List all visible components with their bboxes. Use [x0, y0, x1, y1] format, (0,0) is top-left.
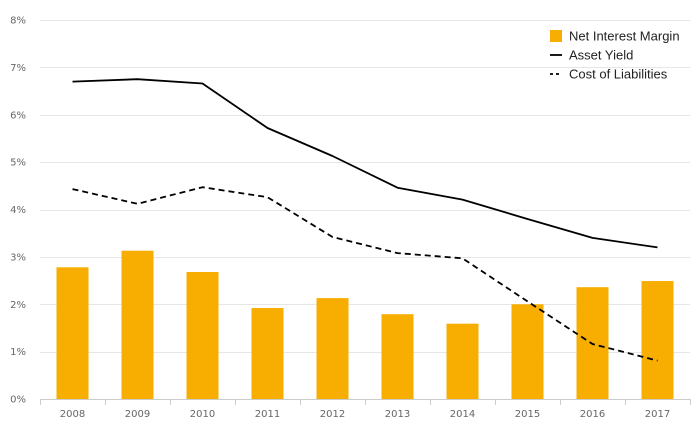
bar	[511, 304, 544, 399]
x-tick-label: 2009	[125, 409, 150, 420]
x-tick-label: 2017	[645, 409, 670, 420]
x-tick-label: 2014	[450, 409, 475, 420]
bar	[186, 272, 219, 399]
y-axis-ticks: 0% 1% 2% 3% 4% 5% 6% 7% 8%	[10, 16, 26, 406]
bar	[251, 308, 284, 399]
legend-label: Net Interest Margin	[569, 29, 680, 44]
y-tick-label: 3%	[10, 252, 26, 263]
bar	[446, 323, 479, 399]
legend-label: Asset Yield	[569, 48, 633, 63]
y-tick-label: 2%	[10, 300, 26, 311]
legend-label: Cost of Liabilities	[569, 67, 668, 82]
y-tick-label: 0%	[10, 395, 26, 406]
x-tick-label: 2008	[60, 409, 85, 420]
lines	[72, 78, 658, 362]
bar	[56, 267, 89, 399]
x-tick-label: 2016	[580, 409, 605, 420]
bars-net-interest-margin	[56, 250, 674, 399]
y-tick-label: 7%	[10, 63, 26, 74]
x-tick-label: 2015	[515, 409, 540, 420]
bar	[316, 298, 349, 399]
y-tick-label: 4%	[10, 205, 26, 216]
y-tick-label: 5%	[10, 158, 26, 169]
y-tick-label: 6%	[10, 110, 26, 121]
bar	[381, 314, 414, 399]
x-tick-label: 2011	[255, 409, 280, 420]
bar	[641, 281, 674, 399]
x-tick-label: 2012	[320, 409, 345, 420]
x-tick-label: 2010	[190, 409, 215, 420]
y-tick-label: 1%	[10, 347, 26, 358]
legend-swatch-bar	[550, 30, 562, 42]
line-asset-yield	[72, 78, 658, 249]
line-cost-of-liabilities	[72, 186, 658, 362]
y-tick-label: 8%	[10, 16, 26, 27]
bar	[121, 250, 154, 399]
legend: Net Interest Margin Asset Yield Cost of Li…	[550, 29, 680, 82]
x-axis: 2008 2009 2010 2011 2012 2013 2014 2015 2016 2017	[40, 399, 691, 420]
x-tick-label: 2013	[385, 409, 410, 420]
